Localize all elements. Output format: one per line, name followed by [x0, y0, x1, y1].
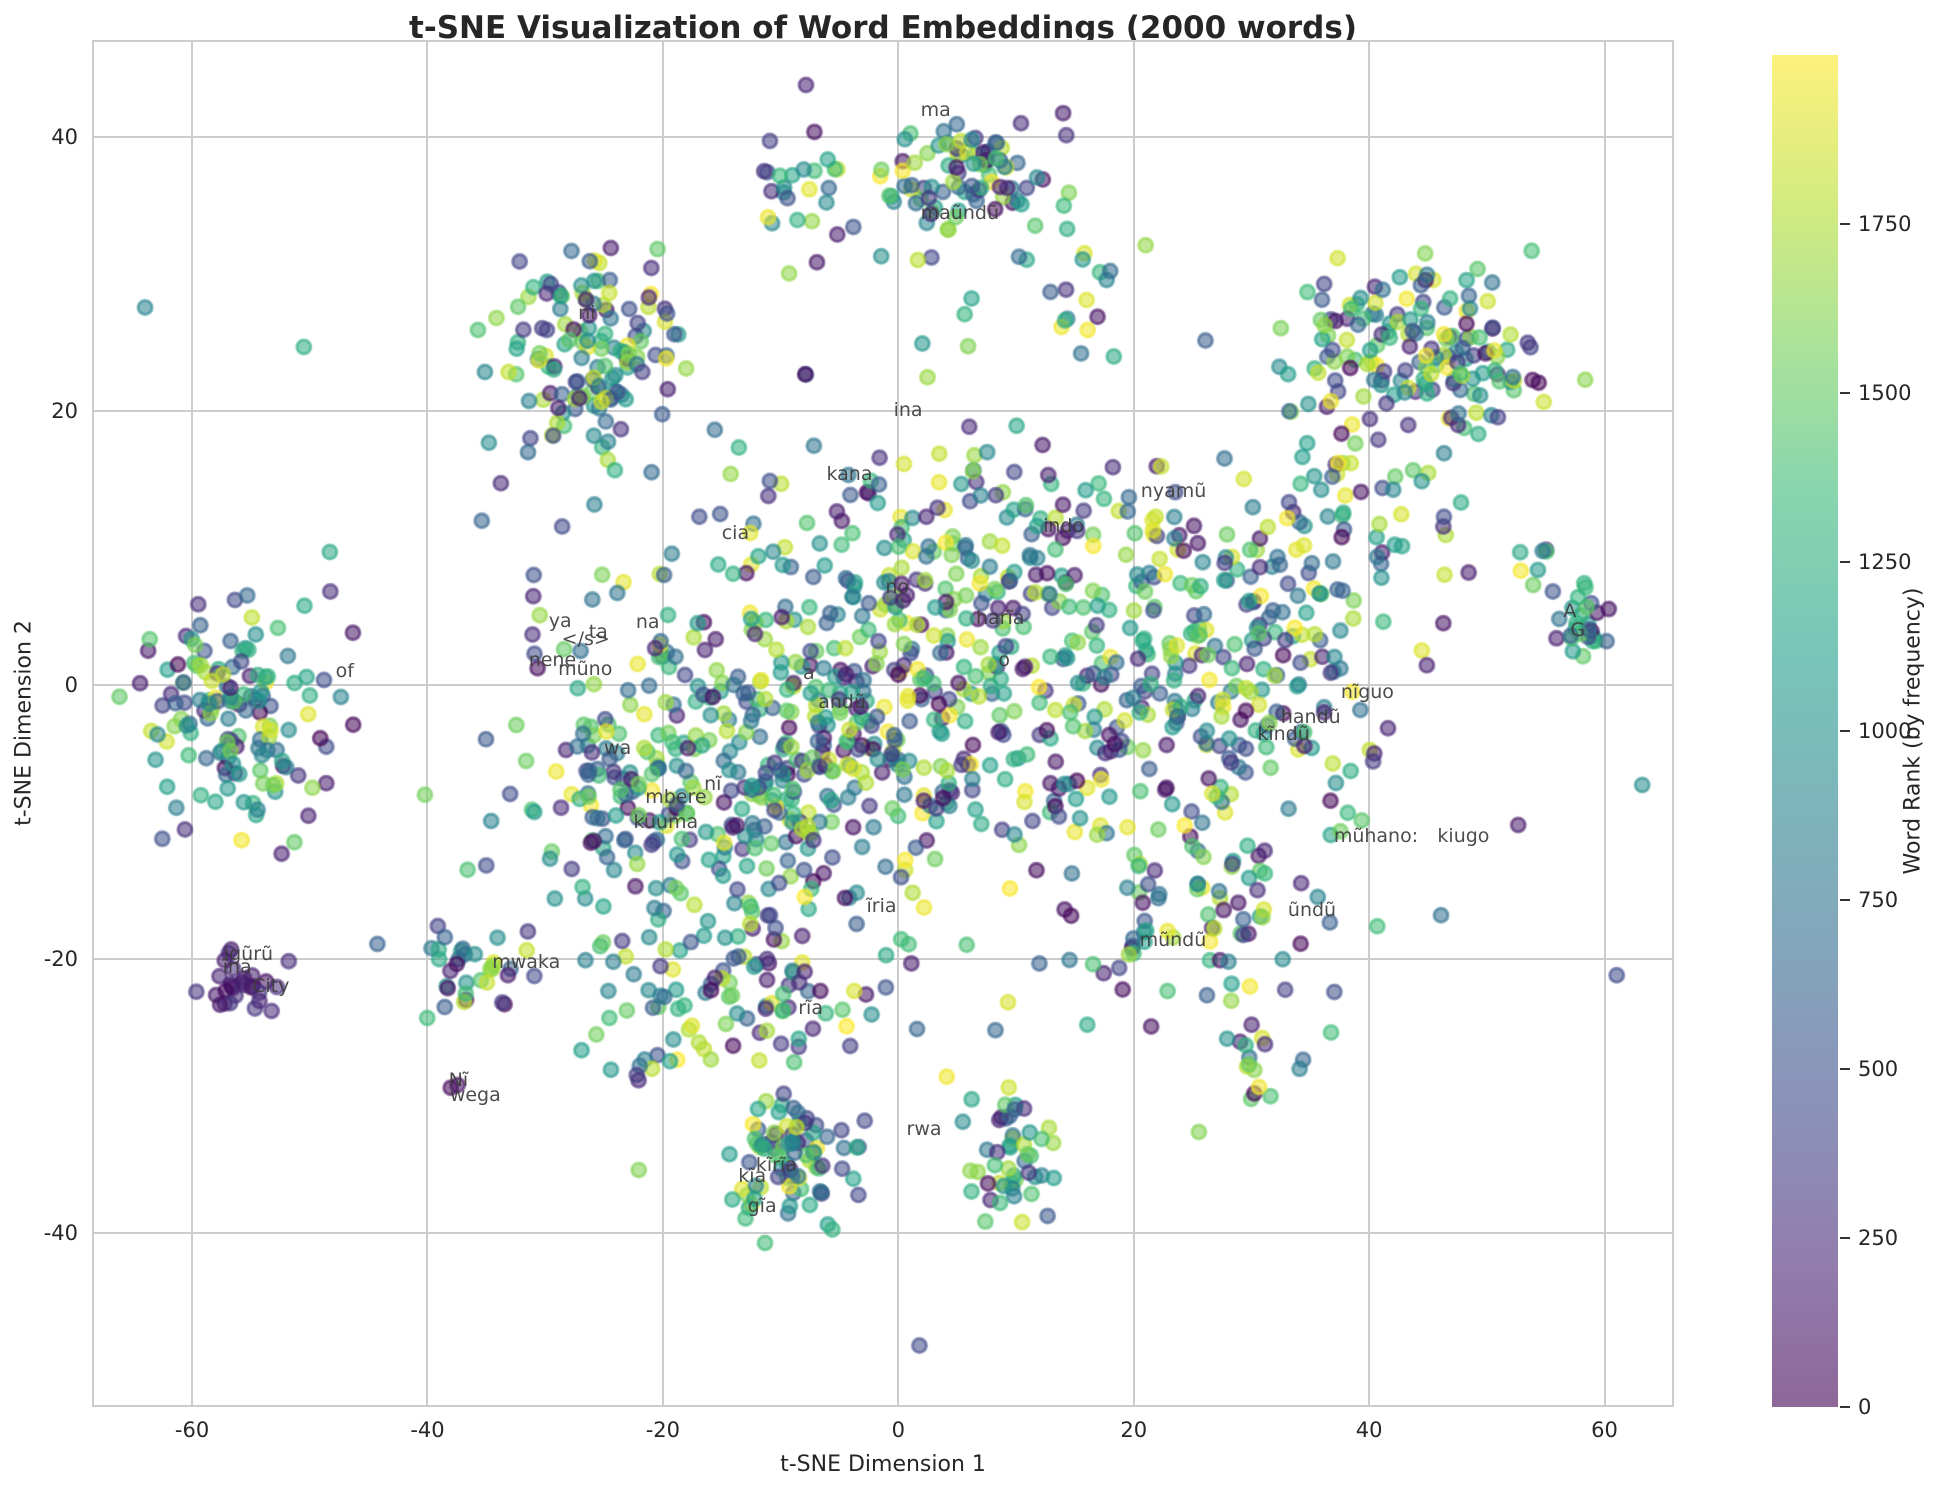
- annotation-label: kĩa: [738, 1164, 767, 1187]
- annotation-label: handũ: [1280, 705, 1341, 728]
- annotation-label: kiugo: [1437, 824, 1490, 847]
- colorbar-tick-mark: [1840, 392, 1850, 394]
- y-tick-label: 20: [51, 399, 78, 424]
- annotation-label: of: [335, 660, 354, 683]
- colorbar-tick-label: 500: [1858, 1057, 1899, 1081]
- annotation-label: ina: [893, 398, 923, 421]
- annotation-label: wega: [449, 1083, 501, 1106]
- x-tick-label: 40: [1355, 1418, 1383, 1442]
- annotation-label: mũndũ: [1139, 928, 1207, 951]
- x-tick-label: 0: [891, 1418, 905, 1442]
- colorbar-tick-mark: [1840, 561, 1850, 563]
- annotation-label: ũndũ: [1287, 898, 1337, 921]
- annotation-label: nyamũ: [1140, 479, 1207, 502]
- colorbar-tick-label: 1500: [1858, 381, 1912, 405]
- x-tick-label: -40: [410, 1418, 445, 1442]
- annotation-label: igũrũ: [223, 942, 274, 965]
- annotation-label: rwa: [906, 1117, 942, 1140]
- annotation-label: mwaka: [492, 950, 561, 973]
- annotation-label: nĩ: [704, 772, 722, 795]
- colorbar-tick-mark: [1840, 1237, 1850, 1239]
- annotation-label: City: [252, 975, 290, 998]
- y-axis-label: t-SNE Dimension 2: [11, 620, 37, 826]
- annotation-label: ĩria: [866, 894, 897, 917]
- annotation-label: no: [885, 575, 910, 598]
- annotation-label: kĩrĩa: [755, 1153, 797, 1176]
- annotation-label: ma: [920, 98, 951, 121]
- annotation-label: na: [635, 611, 660, 634]
- colorbar-tick-label: 750: [1858, 888, 1899, 912]
- annotation-label: nĩguo: [1340, 680, 1394, 703]
- y-tick-label: 0: [64, 673, 78, 698]
- y-tick-label: -20: [43, 947, 78, 972]
- colorbar-tick-label: 1750: [1858, 212, 1912, 236]
- annotation-label: Nĩ: [448, 1068, 469, 1091]
- colorbar-tick-label: 1250: [1858, 550, 1912, 574]
- annotation-label: a: [802, 661, 815, 684]
- annotation-label: mũno: [558, 657, 613, 680]
- annotation-label: ĩna: [222, 956, 252, 979]
- colorbar-tick-mark: [1840, 1406, 1850, 1408]
- colorbar-tick-mark: [1840, 223, 1850, 225]
- colorbar-tick-label: 1000: [1858, 719, 1912, 743]
- annotation-label: nene: [528, 649, 577, 672]
- x-tick-label: 20: [1120, 1418, 1148, 1442]
- annotation-label: kĩndũ: [1257, 723, 1310, 746]
- colorbar: [1772, 55, 1838, 1407]
- x-tick-label: 60: [1591, 1418, 1618, 1442]
- annotation-label: harĩa: [975, 607, 1025, 630]
- y-tick-label: -40: [43, 1221, 78, 1246]
- colorbar-tick-mark: [1840, 899, 1850, 901]
- annotation-label: mbere: [645, 786, 707, 809]
- annotation-label: ya: [548, 609, 572, 632]
- annotation-label: cia: [721, 522, 750, 545]
- colorbar-tick-label: 0: [1858, 1395, 1872, 1419]
- annotation-label: ta: [588, 620, 608, 643]
- annotation-label: mũhano:: [1333, 824, 1419, 847]
- annotation-label: o: [998, 649, 1010, 672]
- annotation-label: kana: [826, 463, 873, 486]
- colorbar-tick-label: 250: [1858, 1226, 1899, 1250]
- annotation-label: </s>: [561, 627, 610, 650]
- colorbar-tick-mark: [1840, 1068, 1850, 1070]
- annotation-label: ni: [578, 301, 596, 324]
- annotation-label: kuuma: [633, 811, 699, 834]
- annotation-label: maũndũ: [920, 201, 999, 224]
- annotation-label: A: [1563, 600, 1577, 623]
- colorbar-tick-mark: [1840, 730, 1850, 732]
- annotation-label: rĩa: [798, 997, 823, 1020]
- annotation-label: andũ: [818, 690, 867, 713]
- x-tick-label: -60: [174, 1418, 210, 1442]
- annotation-label: gĩa: [747, 1194, 777, 1217]
- colorbar-label: Word Rank (by frequency): [1900, 587, 1926, 875]
- annotation-label: indo: [1043, 515, 1085, 538]
- annotation-label: G: [1570, 619, 1586, 642]
- x-axis-label: t-SNE Dimension 1: [780, 1452, 986, 1477]
- annotation-label: wa: [604, 737, 632, 760]
- y-tick-label: 40: [51, 125, 78, 150]
- x-tick-label: -20: [645, 1418, 681, 1442]
- scatter-canvas: [92, 40, 1674, 1407]
